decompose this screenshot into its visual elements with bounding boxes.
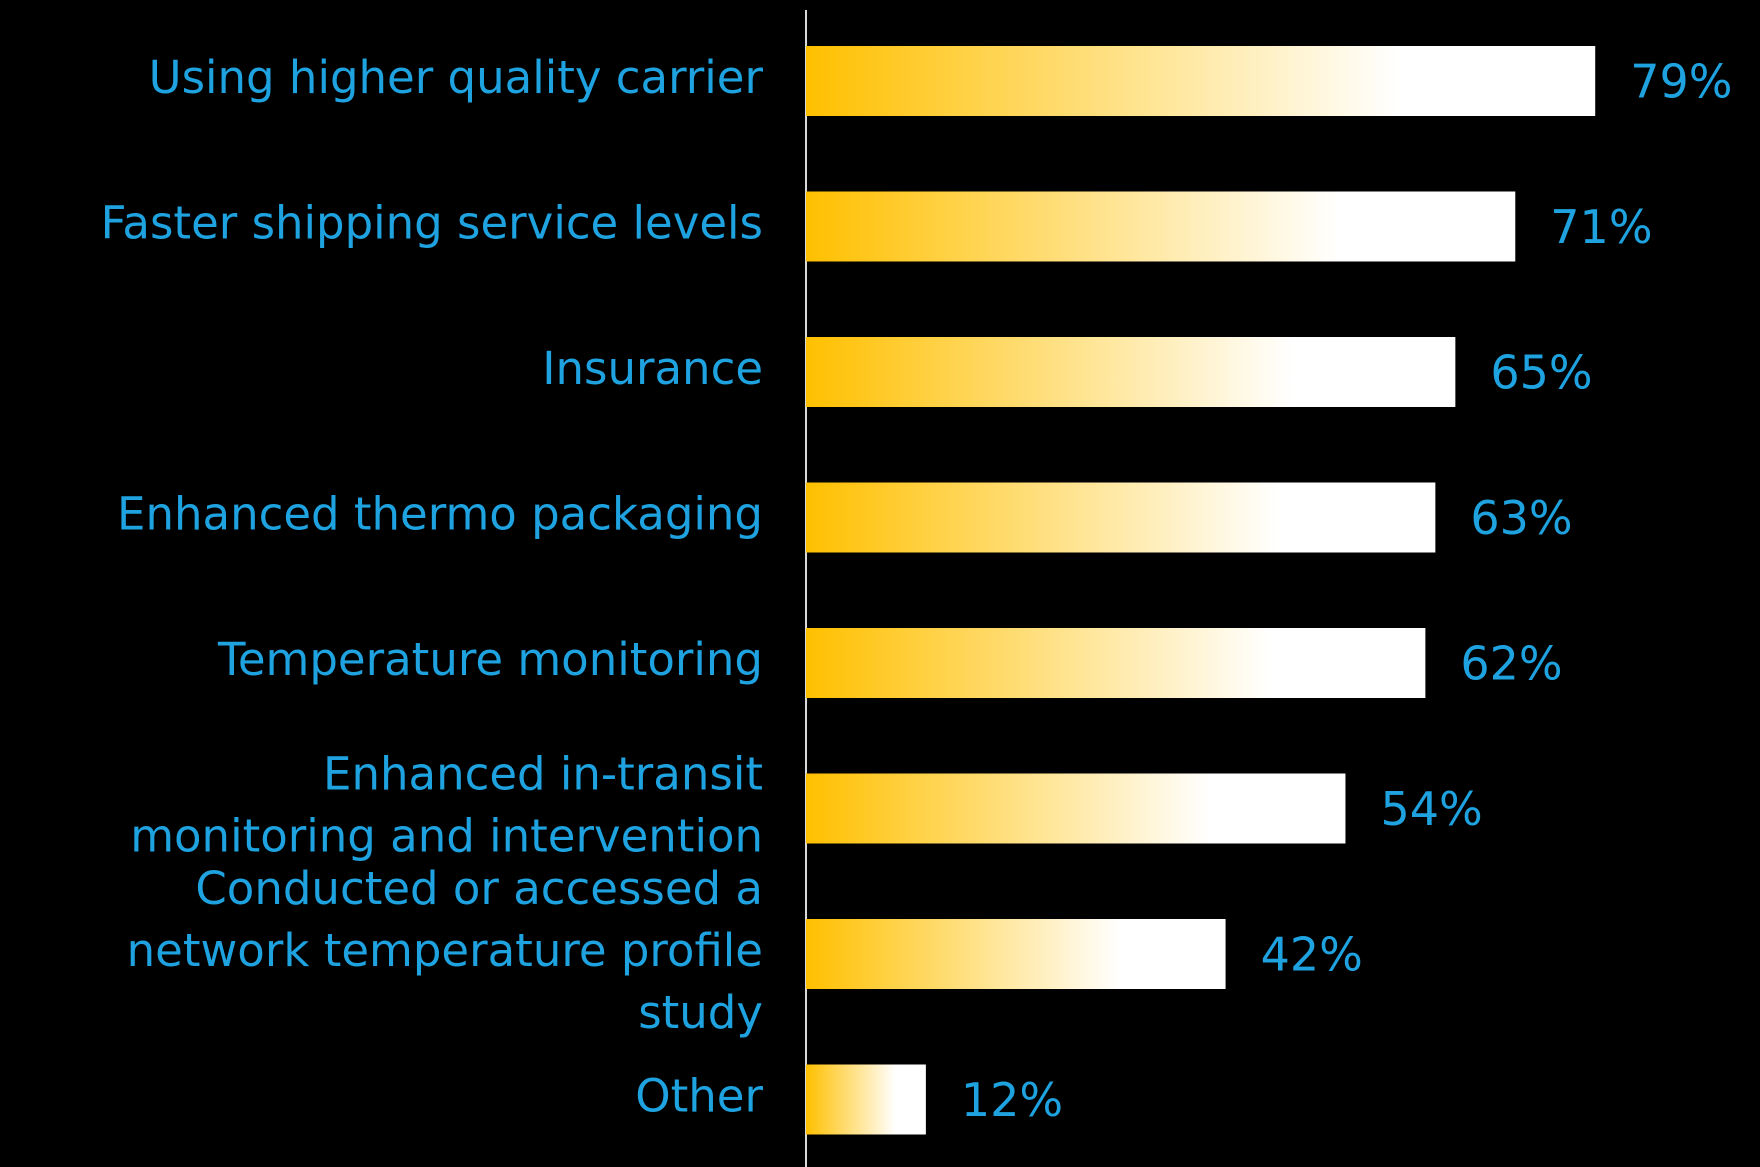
bar — [806, 337, 1456, 407]
bar — [806, 919, 1226, 989]
bar — [806, 46, 1596, 116]
bar — [806, 482, 1436, 553]
category-label: Enhanced thermo packaging — [117, 488, 763, 541]
category-label: Temperature monitoring — [217, 633, 763, 686]
value-label: 12% — [961, 1073, 1063, 1127]
category-label: Other — [635, 1070, 763, 1123]
category-label: Enhanced in-transit monitoring and interv… — [130, 748, 763, 863]
bar — [806, 191, 1516, 262]
bar — [806, 1064, 926, 1135]
value-label: 62% — [1460, 637, 1562, 691]
category-label: Faster shipping service levels — [101, 197, 763, 250]
value-label: 65% — [1490, 346, 1592, 400]
category-label: Insurance — [542, 342, 763, 395]
category-label: Using higher quality carrier — [149, 51, 764, 104]
value-label: 71% — [1550, 200, 1652, 254]
value-label: 79% — [1630, 55, 1732, 109]
bar — [806, 628, 1426, 698]
bar — [806, 773, 1346, 844]
category-label: Conducted or accessed a network temperatu… — [127, 862, 763, 1039]
value-label: 42% — [1261, 928, 1363, 982]
value-label: 54% — [1380, 782, 1482, 836]
value-label: 63% — [1470, 491, 1572, 545]
